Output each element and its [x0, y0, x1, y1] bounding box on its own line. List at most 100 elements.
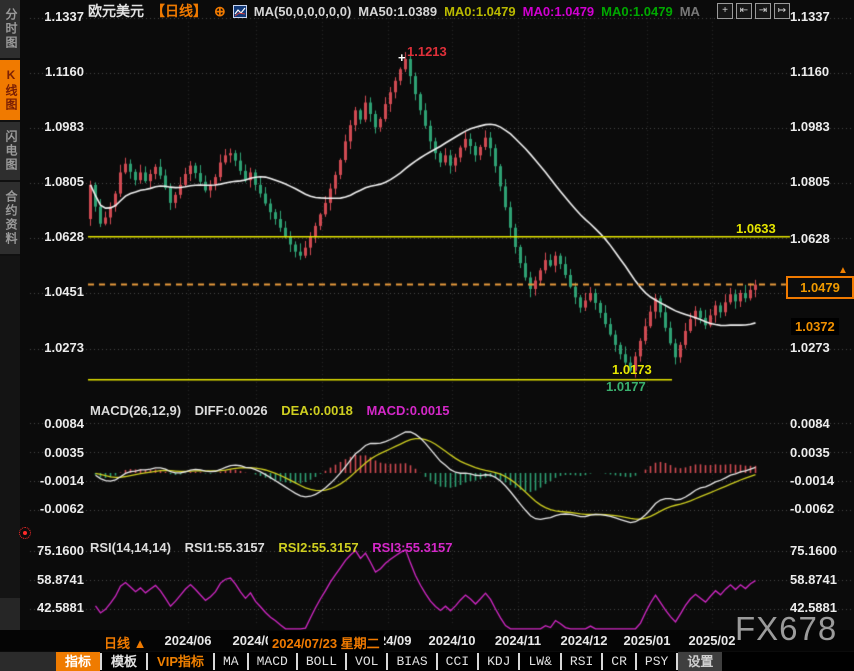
price-axis-right-tick: 1.1160	[790, 64, 830, 79]
price-axis-left-tick: 1.0451	[44, 284, 84, 299]
chart-canvas[interactable]	[0, 0, 854, 632]
low-price-label: 1.0177	[606, 379, 646, 394]
toolbar-separator	[213, 653, 215, 670]
toolbar-separator	[246, 653, 249, 670]
rsi-axis-left-tick: 75.1600	[37, 543, 84, 558]
high-price-label: 1.1213	[407, 44, 447, 59]
toolbar-separator	[601, 653, 604, 670]
macd-axis-right-tick: 0.0084	[790, 416, 830, 431]
toolbar-tab-indicators[interactable]: 指标	[56, 652, 101, 671]
price-axis-right-tick: 1.1337	[790, 9, 830, 24]
macd-title: MACD(26,12,9)	[90, 403, 182, 418]
rsi-axis-right-tick: 42.5881	[790, 600, 837, 615]
ma0-green-value: MA0:1.0479	[601, 3, 673, 19]
cursor-date-tooltip: 2024/07/23 星期二	[268, 631, 384, 654]
period-selector[interactable]: 日线 ▲	[104, 636, 147, 651]
resistance-level-label: 1.0633	[736, 221, 776, 236]
price-axis-right-tick: 1.0983	[790, 119, 830, 134]
settings-button[interactable]: 设置	[678, 652, 723, 671]
toolbar-separator	[295, 653, 298, 670]
toolbar-separator	[477, 653, 480, 670]
time-axis-tick: 2025/02	[688, 633, 736, 648]
time-axis-tick: 2024/11	[494, 633, 542, 648]
indicator-bias[interactable]: BIAS	[396, 654, 428, 669]
macd-macd-value: MACD:0.0015	[366, 403, 450, 418]
ma50-value: MA50:1.0389	[358, 3, 438, 19]
macd-axis-left-tick: 0.0035	[44, 445, 84, 460]
time-axis-tick: 2024/07	[232, 633, 280, 648]
ma-gray-label: MA	[679, 3, 700, 19]
time-axis-tick: 2024/12	[560, 633, 608, 648]
time-axis-tick: 2025/01	[623, 633, 671, 648]
toolbar-separator	[676, 653, 679, 670]
ma0-yellow-value: MA0:1.0479	[444, 3, 516, 19]
toolbar-separator	[559, 653, 562, 670]
chart-header: 欧元美元 【日线】 ⊕ MA(50,0,0,0,0,0) MA50:1.0389…	[88, 2, 707, 20]
period-tag: 【日线】	[151, 3, 207, 19]
rsi-axis-left-tick: 42.5881	[37, 600, 84, 615]
rsi-indicator-toggle-icon[interactable]	[19, 527, 31, 539]
price-axis-right-tick: 1.0805	[790, 174, 830, 189]
price-axis-left-tick: 1.1337	[44, 9, 84, 24]
indicator-boll[interactable]: BOLL	[305, 654, 338, 669]
macd-axis-right-tick: -0.0062	[790, 501, 835, 516]
price-axis-left-tick: 1.0628	[44, 229, 84, 244]
rsi-axis-left-tick: 58.8741	[37, 572, 84, 587]
macd-header: MACD(26,12,9) DIFF:0.0026 DEA:0.0018 MAC…	[90, 403, 460, 418]
rsi-axis-right-tick: 58.8741	[790, 572, 837, 587]
price-axis-left-tick: 1.0805	[44, 174, 84, 189]
scroll-right-edge-icon[interactable]: ⇥	[755, 3, 771, 19]
toolbar-separator	[518, 653, 521, 670]
indicator-vol[interactable]: VOL	[355, 654, 379, 669]
sidebar-tab-contract-info[interactable]: 合约资料	[0, 182, 20, 256]
indicator-kdj[interactable]: KDJ	[487, 654, 511, 669]
ma-settings-label: MA(50,0,0,0,0,0)	[253, 3, 352, 19]
sidebar-tab-kline[interactable]: K线图	[0, 60, 20, 122]
chart-type-sidebar: 分时图 K线图 闪电图 合约资料	[0, 0, 20, 632]
toolbar-separator	[146, 653, 149, 670]
macd-axis-left-tick: -0.0014	[39, 473, 84, 488]
toolbar-separator	[100, 653, 103, 670]
toolbar-tab-templates[interactable]: 模板	[111, 654, 138, 669]
crosshair-move-icon[interactable]: +	[717, 3, 733, 19]
scroll-left-edge-icon[interactable]: ⇤	[736, 3, 752, 19]
macd-diff-value: DIFF:0.0026	[194, 403, 268, 418]
time-axis: 日线 ▲ 2024/06 2024/07 2024/08 2024/09 202…	[0, 630, 854, 654]
chart-thumbnail-icon[interactable]	[232, 4, 247, 18]
high-point-marker: +	[398, 50, 406, 65]
indicator-psy[interactable]: PSY	[644, 654, 669, 669]
rsi-header: RSI(14,14,14) RSI1:55.3157 RSI2:55.3157 …	[90, 540, 463, 555]
rsi-axis-right-tick: 75.1600	[790, 543, 837, 558]
indicator-rsi[interactable]: RSI	[569, 654, 594, 669]
price-axis-right-tick: 1.0628	[790, 231, 830, 246]
rsi3-value: RSI3:55.3157	[372, 540, 453, 555]
price-axis-right-tick: 1.0273	[790, 340, 830, 355]
indicator-lw[interactable]: LW&	[528, 654, 552, 669]
price-alert-marker: ▲	[838, 265, 848, 276]
macd-axis-left-tick: -0.0062	[39, 501, 84, 516]
sidebar-bottom-block	[0, 598, 20, 632]
toolbar-separator	[435, 653, 438, 670]
indicator-toolbar: 指标 模板 VIP指标 MA MACD BOLL VOL BIAS CCI KD…	[0, 652, 854, 671]
toolbar-tab-vip-indicators[interactable]: VIP指标	[157, 654, 204, 669]
sidebar-tab-timeline[interactable]: 分时图	[0, 0, 20, 60]
toolbar-separator	[634, 653, 637, 670]
toolbar-lead-block	[0, 652, 56, 671]
macd-axis-right-tick: 0.0035	[790, 445, 830, 460]
macd-dea-value: DEA:0.0018	[281, 403, 353, 418]
chart-tool-icons: + ⇤ ⇥ ↦	[717, 3, 790, 19]
add-indicator-icon[interactable]: ⊕	[214, 2, 226, 19]
indicator-ma[interactable]: MA	[223, 654, 239, 669]
rsi-title: RSI(14,14,14)	[90, 540, 171, 555]
current-price-badge: 1.0479	[786, 276, 854, 299]
indicator-macd[interactable]: MACD	[256, 654, 288, 669]
price-axis-left-tick: 1.1160	[44, 64, 84, 79]
time-axis-tick: 2024/06	[164, 633, 212, 648]
rsi2-value: RSI2:55.3157	[278, 540, 359, 555]
indicator-cr[interactable]: CR	[611, 654, 627, 669]
fx678-watermark: FX678	[735, 610, 838, 647]
sidebar-tab-lightning[interactable]: 闪电图	[0, 122, 20, 182]
collapse-panel-icon[interactable]: ↦	[774, 3, 790, 19]
indicator-cci[interactable]: CCI	[445, 654, 470, 669]
